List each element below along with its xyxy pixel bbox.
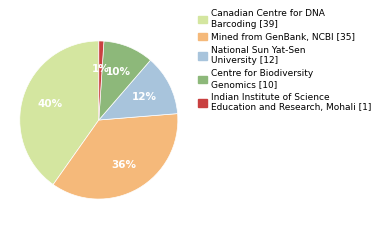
Wedge shape [99, 41, 150, 120]
Legend: Canadian Centre for DNA
Barcoding [39], Mined from GenBank, NCBI [35], National : Canadian Centre for DNA Barcoding [39], … [198, 9, 371, 112]
Text: 12%: 12% [132, 92, 157, 102]
Wedge shape [99, 60, 177, 120]
Wedge shape [20, 41, 99, 185]
Wedge shape [99, 41, 104, 120]
Text: 1%: 1% [92, 64, 109, 74]
Text: 40%: 40% [37, 99, 62, 109]
Text: 36%: 36% [112, 160, 137, 170]
Wedge shape [53, 114, 178, 199]
Text: 10%: 10% [106, 67, 131, 78]
